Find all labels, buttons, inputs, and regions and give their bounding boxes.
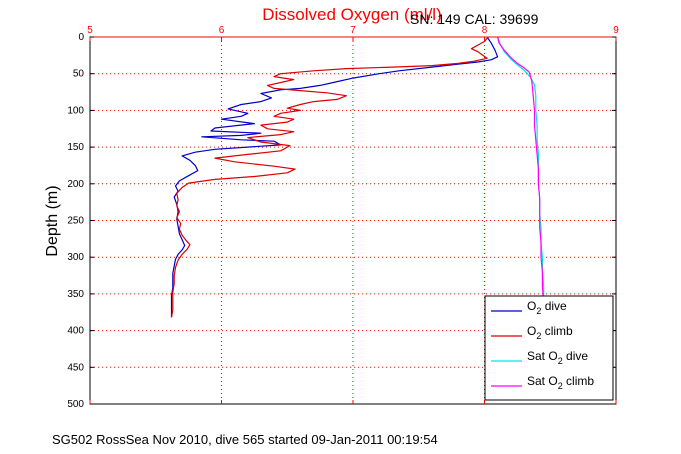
series-line-o2-dive	[170, 36, 499, 318]
y-tick-label: 100	[67, 105, 84, 116]
series-line-o2-climb	[170, 36, 489, 318]
series-lines	[170, 36, 545, 318]
x-tick-label: 5	[87, 25, 93, 36]
x-tick-label: 6	[219, 25, 225, 36]
y-tick-label: 250	[67, 216, 84, 227]
y-tick-label: 400	[67, 326, 84, 337]
y-tick-label: 0	[78, 32, 84, 43]
y-tick-label: 500	[67, 399, 84, 410]
y-axis-ticks: 0 50 100 150 200 250 300 350 400 450 500	[67, 32, 616, 410]
chart-title: Dissolved Oxygen (ml/l)	[262, 5, 442, 24]
y-tick-label: 50	[73, 69, 85, 80]
x-tick-label: 9	[613, 25, 619, 36]
legend-entry-label: Sat O2 climb	[527, 374, 594, 391]
figure-caption: SG502 RossSea Nov 2010, dive 565 started…	[52, 432, 438, 447]
legend: O2 dive O2 climb Sat O2 dive Sat O2 climb	[484, 295, 614, 401]
y-axis-label: Depth (m)	[44, 185, 61, 256]
y-tick-label: 150	[67, 142, 84, 153]
legend-box	[484, 295, 614, 401]
legend-entry-label: O2 climb	[527, 324, 573, 341]
serial-info: SN: 149 CAL: 39699	[410, 11, 539, 27]
series-line-sat-o2-climb	[497, 36, 545, 302]
x-tick-label: 7	[350, 25, 356, 36]
y-tick-label: 350	[67, 289, 84, 300]
y-tick-label: 450	[67, 362, 84, 373]
legend-entry-label: O2 dive	[527, 299, 567, 316]
x-axis-ticks: 5 6 7 8 9	[87, 25, 619, 404]
y-tick-label: 300	[67, 252, 84, 263]
y-tick-label: 200	[67, 179, 84, 190]
x-tick-label: 8	[482, 25, 488, 36]
legend-entry-label: Sat O2 dive	[527, 349, 588, 366]
